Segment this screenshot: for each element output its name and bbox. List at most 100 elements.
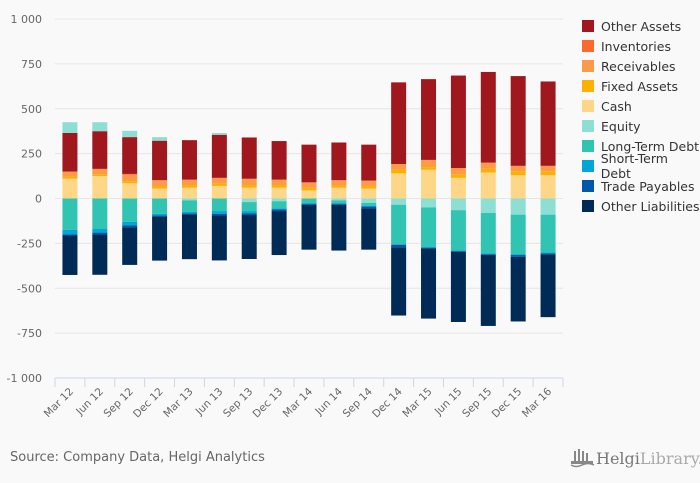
y-tick-label: 500	[21, 103, 42, 116]
bar-segment-trade-payables	[122, 225, 138, 228]
bar-segment-other-assets	[391, 82, 407, 165]
bar-segment-other-assets	[540, 81, 556, 166]
bar-segment-long-term-debt	[480, 212, 496, 254]
bar-segment-fixed-assets	[211, 183, 227, 186]
bar-segment-trade-payables	[62, 234, 78, 236]
bar-segment-trade-payables	[241, 213, 257, 216]
bar-segment-trade-payables	[450, 251, 466, 252]
legend-item-fixed-assets[interactable]: Fixed Assets	[582, 76, 700, 96]
legend-item-long-term-debt[interactable]: Long-Term Debt	[582, 136, 700, 156]
legend-item-short-term-debt[interactable]: Short-Term Debt	[582, 151, 700, 181]
bar-segment-other-liabilities	[301, 204, 317, 250]
bar-segment-trade-payables	[92, 232, 108, 235]
bar-segment-long-term-debt	[152, 198, 168, 214]
bar-segment-short-term-debt	[211, 211, 227, 214]
bar-segment-other-assets	[92, 131, 108, 169]
bar-segment-cash	[152, 188, 168, 199]
y-tick-label: 0	[35, 193, 42, 206]
bar-segment-long-term-debt	[421, 207, 437, 247]
bar-segment-equity	[421, 198, 437, 208]
bar-segment-cash	[122, 183, 138, 199]
bar-segment-cash	[480, 172, 496, 199]
bar-segment-short-term-debt	[152, 213, 168, 216]
bar-segment-fixed-assets	[361, 185, 377, 189]
bar-segment-other-liabilities	[152, 216, 168, 261]
bar-segment-other-liabilities	[92, 234, 108, 275]
legend-item-other-assets[interactable]: Other Assets	[582, 16, 700, 36]
bar-segment-fixed-assets	[122, 181, 138, 184]
bar-segment-other-liabilities	[241, 215, 257, 259]
bar-segment-receivables	[480, 162, 496, 169]
legend-item-receivables[interactable]: Receivables	[582, 56, 700, 76]
bar-segment-cash	[271, 187, 287, 199]
x-tick-label: Jun 13	[193, 386, 226, 419]
bar-segment-fixed-assets	[301, 187, 317, 191]
bar-segment-trade-payables	[510, 255, 526, 257]
bar-segment-long-term-debt	[540, 214, 556, 253]
bar-segment-receivables	[271, 179, 287, 186]
bar-segment-equity	[62, 122, 78, 133]
bar-segment-cash	[540, 175, 556, 199]
bar-segment-fixed-assets	[241, 185, 257, 188]
bar-segment-short-term-debt	[271, 208, 287, 210]
bar-segment-receivables	[361, 180, 377, 186]
bar-segment-short-term-debt	[122, 221, 138, 226]
bar-segment-receivables	[122, 174, 138, 182]
legend-label: Receivables	[601, 58, 676, 74]
bar-segment-fixed-assets	[540, 171, 556, 176]
bar-segment-trade-payables	[540, 253, 556, 255]
y-axis: 1 000 750 500 250 0 -250 -500 -750 -1 000	[7, 13, 42, 385]
bar-segment-equity	[181, 198, 197, 201]
bar-segment-cash	[421, 169, 437, 199]
bar-segment-receivables	[211, 177, 227, 184]
legend-label: Trade Payables	[601, 178, 695, 194]
bar-segment-other-liabilities	[181, 214, 197, 260]
legend-item-other-liabilities[interactable]: Other Liabilities	[582, 196, 700, 216]
bar-segment-cash	[391, 173, 407, 199]
legend-label: Short-Term Debt	[600, 151, 668, 181]
legend-swatch	[582, 140, 594, 152]
x-tick-label: Dec 15	[490, 386, 525, 421]
bar-segment-long-term-debt	[301, 198, 317, 203]
x-tick-label: Jun 15	[432, 386, 465, 419]
legend-swatch	[582, 100, 594, 112]
bar-segment-short-term-debt	[92, 229, 108, 233]
x-tick-label: Sep 15	[460, 386, 494, 420]
y-tick-label: 1 000	[11, 13, 43, 26]
bar-segment-receivables	[241, 178, 257, 186]
bar-segment-fixed-assets	[480, 168, 496, 173]
bar-segment-other-assets	[181, 140, 197, 180]
legend: Other Assets Inventories Receivables Fixed …	[582, 16, 700, 216]
bar-segment-long-term-debt	[122, 198, 138, 222]
bar-segment-trade-payables	[480, 254, 496, 256]
bar-segment-receivables	[450, 167, 466, 175]
bar-segment-other-assets	[152, 140, 168, 181]
bar-segment-cash	[62, 178, 78, 199]
bar-segment-fixed-assets	[510, 171, 526, 176]
bar-segment-long-term-debt	[391, 204, 407, 245]
bar-segment-short-term-debt	[331, 202, 347, 204]
bar-segment-equity	[510, 198, 526, 215]
y-tick-label: -750	[17, 327, 42, 340]
bar-segment-other-liabilities	[391, 247, 407, 316]
legend-swatch	[582, 60, 594, 72]
bar-segment-other-assets	[122, 137, 138, 174]
legend-item-inventories[interactable]: Inventories	[582, 36, 700, 56]
legend-swatch	[582, 40, 594, 52]
y-tick-label: -500	[17, 282, 42, 295]
legend-label: Other Liabilities	[601, 198, 700, 214]
bars	[62, 71, 556, 326]
legend-item-cash[interactable]: Cash	[582, 96, 700, 116]
y-tick-label: 750	[21, 58, 42, 71]
bar-segment-short-term-debt	[480, 253, 496, 255]
bar-segment-cash	[181, 187, 197, 199]
bar-segment-equity	[450, 198, 466, 211]
legend-item-equity[interactable]: Equity	[582, 116, 700, 136]
bar-segment-short-term-debt	[241, 211, 257, 214]
legend-item-trade-payables[interactable]: Trade Payables	[582, 176, 700, 196]
bar-segment-other-liabilities	[510, 256, 526, 322]
bar-segment-fixed-assets	[181, 185, 197, 188]
bar-segment-equity	[92, 122, 108, 132]
bar-segment-receivables	[301, 182, 317, 188]
legend-swatch	[582, 120, 594, 132]
